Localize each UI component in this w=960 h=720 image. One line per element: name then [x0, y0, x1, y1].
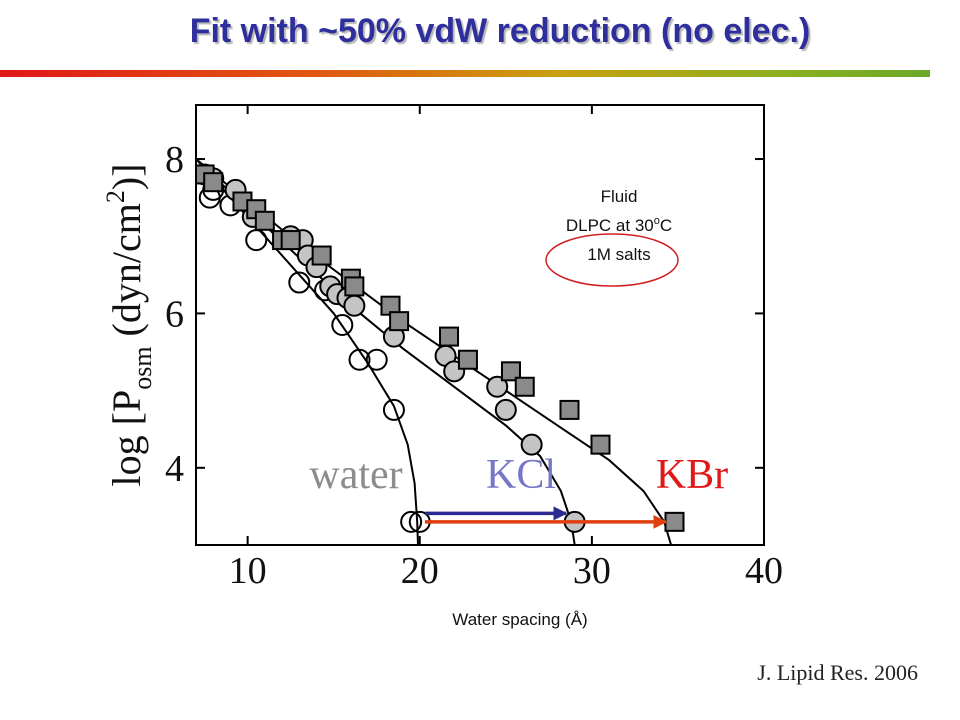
data-point-kbr-1: [203, 172, 224, 193]
annotation-salts: 1M salts: [587, 245, 650, 264]
data-point-kcl-16: [494, 398, 517, 421]
data-point-kbr-6: [280, 230, 301, 251]
data-point-kbr-11: [389, 311, 410, 332]
slide-title: Fit with ~50% vdW reduction (no elec.): [189, 12, 811, 50]
data-point-water-9: [382, 398, 405, 421]
data-point-water-4: [288, 271, 311, 294]
x-tick-label-10: 10: [229, 550, 267, 592]
data-point-kbr-7: [311, 245, 332, 266]
data-point-water-10: [400, 510, 423, 533]
y-tick-label-4: 4: [165, 448, 184, 490]
series-label-kcl: KCl: [486, 452, 556, 498]
x-tick-label-40: 40: [745, 550, 783, 592]
data-point-water-6: [331, 314, 354, 336]
series-label-water: water: [309, 452, 402, 498]
title-gradient-rule: [0, 70, 930, 77]
x-tick-label-30: 30: [573, 550, 611, 592]
plot-frame: [195, 104, 765, 546]
data-point-kcl-17: [520, 433, 543, 456]
data-point-water-3: [245, 229, 268, 252]
data-point-water-8: [365, 348, 388, 371]
data-point-kbr-15: [514, 376, 535, 397]
salts-highlight-ellipse: [545, 233, 679, 287]
data-point-kbr-16: [559, 399, 580, 420]
y-axis-label: log [Posm (dyn/cm2)]: [101, 164, 157, 487]
data-point-water-7: [348, 348, 371, 371]
data-point-kcl-11: [343, 294, 366, 317]
x-axis-label: Water spacing (Å): [452, 610, 587, 629]
series-label-kbr: KBr: [656, 452, 728, 498]
data-point-kbr-17: [590, 434, 611, 455]
data-point-kbr-14: [500, 361, 521, 382]
x-tick-label-20: 20: [401, 550, 439, 592]
data-point-kbr-4: [254, 210, 275, 231]
y-tick-label-8: 8: [165, 139, 184, 181]
annotation-dlpc: DLPC at 30oC: [566, 215, 672, 235]
annotation-fluid: Fluid: [601, 187, 638, 206]
data-point-kbr-13: [457, 349, 478, 370]
data-point-kbr-12: [439, 326, 460, 347]
data-point-kbr-9: [344, 276, 365, 297]
citation: J. Lipid Res. 2006: [757, 660, 918, 685]
data-point-kbr-18: [664, 511, 685, 532]
data-point-kcl-15: [486, 375, 509, 398]
y-tick-label-6: 6: [165, 293, 184, 335]
